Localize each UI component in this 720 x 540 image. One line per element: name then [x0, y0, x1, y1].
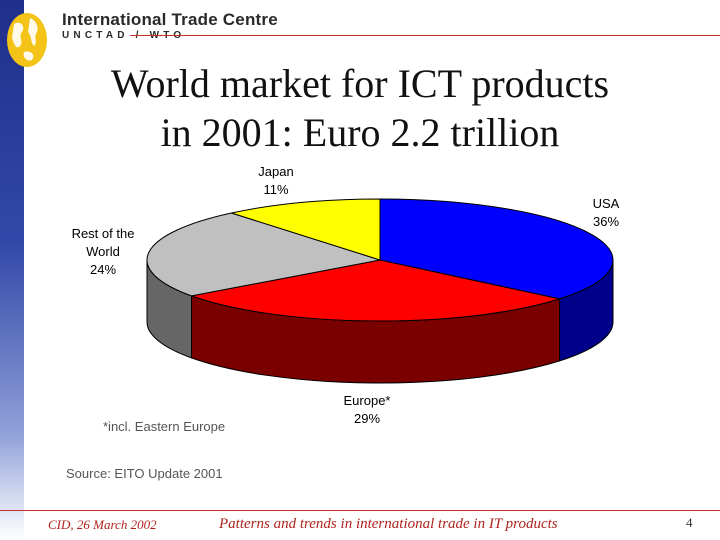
slice-label-2: Rest of the World 24% — [72, 226, 135, 277]
org-name: International Trade Centre — [62, 10, 278, 29]
footer-date: CID, 26 March 2002 — [48, 517, 157, 532]
header-divider — [130, 35, 720, 36]
slice-label-1: Europe* 29% — [344, 393, 391, 426]
source-note: Source: EITO Update 2001 — [66, 466, 223, 481]
slice-name-2: Rest of the — [72, 226, 135, 241]
pie-slice-2 — [146, 212, 381, 297]
slice-name-2: World — [86, 244, 120, 259]
slice-name-3: Japan — [258, 164, 293, 179]
globe-logo-icon — [7, 13, 47, 67]
footer-divider — [0, 510, 720, 511]
slice-percent-3: 11% — [263, 182, 288, 197]
pie-slice-3 — [230, 198, 381, 261]
slide-title: World market for ICT products in 2001: E… — [40, 60, 680, 158]
slice-name-0: USA — [593, 196, 620, 211]
slice-label-0: USA 36% — [593, 196, 620, 229]
slice-percent-2: 24% — [90, 262, 116, 277]
slice-percent-0: 36% — [593, 214, 619, 229]
footer-presentation-title: Patterns and trends in international tra… — [219, 516, 558, 532]
slice-percent-1: 29% — [354, 411, 380, 426]
pie-slice-0 — [379, 198, 614, 300]
pie-slice-1 — [190, 259, 561, 322]
slide-title-line-2: in 2001: Euro 2.2 trillion — [160, 109, 560, 155]
slice-name-1: Europe* — [344, 393, 391, 408]
slice-label-3: Japan 11% — [258, 164, 293, 197]
footnote: *incl. Eastern Europe — [103, 419, 226, 434]
slide-title-line-1: World market for ICT products — [110, 61, 610, 106]
page-number: 4 — [686, 515, 693, 530]
sidebar-gradient-bar — [0, 0, 24, 540]
org-subtitle: UNCTAD / WTO — [62, 30, 186, 41]
